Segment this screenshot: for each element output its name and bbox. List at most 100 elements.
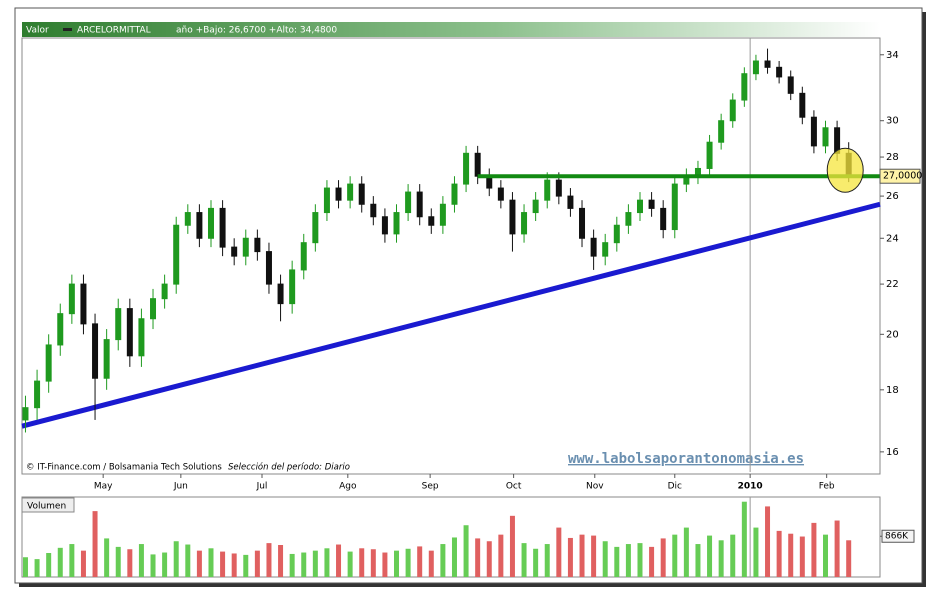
volume-title: Volumen <box>27 502 66 512</box>
candle-body <box>265 251 272 285</box>
candle-body <box>150 298 157 320</box>
volume-bar <box>579 534 585 577</box>
candle-body <box>810 116 817 147</box>
volume-bar <box>637 543 643 577</box>
volume-bar <box>324 548 330 577</box>
candle-body <box>184 212 191 226</box>
candle-body <box>590 237 597 257</box>
volume-bar <box>672 534 678 577</box>
volume-bar <box>567 537 573 577</box>
x-tick-label: May <box>94 482 113 492</box>
volume-bar <box>753 527 759 577</box>
volume-bar <box>417 546 423 577</box>
candle-body <box>126 308 133 357</box>
volume-bar <box>602 541 608 577</box>
candle-body <box>706 141 713 169</box>
candle-body <box>381 216 388 235</box>
candle-body <box>196 212 203 239</box>
candle-body <box>787 76 794 94</box>
y-tick-label: 20 <box>886 329 899 340</box>
plot-area <box>21 37 881 475</box>
period-text: Selección del período: Diario <box>228 462 350 473</box>
candle-body <box>428 216 435 226</box>
volume-bar <box>475 538 481 577</box>
candle-body <box>625 212 632 226</box>
volume-bar <box>266 543 272 577</box>
last-price-label: 27,0000 <box>883 171 922 182</box>
x-tick-label: Nov <box>586 482 604 492</box>
volume-bar <box>695 544 701 577</box>
volume-bar <box>799 536 805 577</box>
candle-body <box>231 246 238 257</box>
volume-bar <box>162 552 168 577</box>
volume-bar <box>127 549 133 577</box>
candle-body <box>521 212 528 235</box>
volume-bar <box>312 550 318 577</box>
volume-bar <box>359 548 365 577</box>
volume-bar <box>173 541 179 577</box>
header-label: Valor <box>26 26 49 36</box>
symbol: ARCELORMITTAL <box>77 26 151 36</box>
candle-body <box>358 183 365 205</box>
candle-body <box>741 73 748 101</box>
volume-bar <box>208 548 214 577</box>
x-tick-label: Jun <box>173 482 188 492</box>
candle-body <box>207 207 214 239</box>
candle-body <box>370 203 377 218</box>
candle-body <box>34 380 41 409</box>
volume-bar <box>80 550 86 577</box>
volume-bar <box>765 506 771 577</box>
volume-bar <box>92 511 98 577</box>
volume-bar <box>115 546 121 577</box>
volume-bar <box>614 546 620 577</box>
candle-body <box>347 183 354 201</box>
candle-body <box>173 224 180 285</box>
candle-body <box>22 407 29 421</box>
header-bar <box>22 22 880 37</box>
volume-bar <box>382 552 388 577</box>
volume-bar <box>347 551 353 577</box>
candle-body <box>729 99 736 122</box>
candle-body <box>312 212 319 244</box>
volume-bar <box>811 522 817 577</box>
candle-body <box>648 199 655 209</box>
volume-bar <box>69 544 75 577</box>
candle-body <box>242 237 249 257</box>
volume-bar <box>185 544 191 577</box>
volume-bar <box>683 527 689 577</box>
volume-bar <box>220 551 226 577</box>
candle-body <box>393 212 400 235</box>
candle-body <box>718 120 725 143</box>
volume-bar <box>834 520 840 577</box>
candle-body <box>660 207 667 231</box>
credit: © IT-Finance.com / Bolsamania Tech Solut… <box>26 463 222 473</box>
x-tick-label: Oct <box>506 482 522 492</box>
volume-bar <box>591 535 597 577</box>
volume-bar <box>707 535 713 577</box>
candle-body <box>463 152 470 185</box>
volume-bar <box>46 553 52 577</box>
volume-bar <box>533 548 539 577</box>
volume-bar <box>254 550 260 577</box>
candle-body <box>80 283 87 325</box>
volume-bar <box>556 527 562 577</box>
candle-body <box>300 242 307 271</box>
y-tick-label: 22 <box>886 279 899 290</box>
candle-body <box>416 191 423 218</box>
volume-bar <box>301 552 307 577</box>
volume-bar <box>660 538 666 577</box>
volume-bar <box>150 554 156 577</box>
candle-body <box>602 242 609 257</box>
candle-body <box>277 283 284 305</box>
candle-body <box>439 203 446 226</box>
legend-swatch <box>63 28 72 31</box>
volume-bar <box>625 544 631 577</box>
candle-body <box>509 199 516 235</box>
candle-body <box>323 187 330 214</box>
x-tick-label: 2010 <box>738 482 763 492</box>
volume-bar <box>730 534 736 577</box>
candle-body <box>115 308 122 341</box>
volume-bar <box>776 530 782 577</box>
last-price-box <box>879 168 921 184</box>
candle-body <box>103 339 110 379</box>
